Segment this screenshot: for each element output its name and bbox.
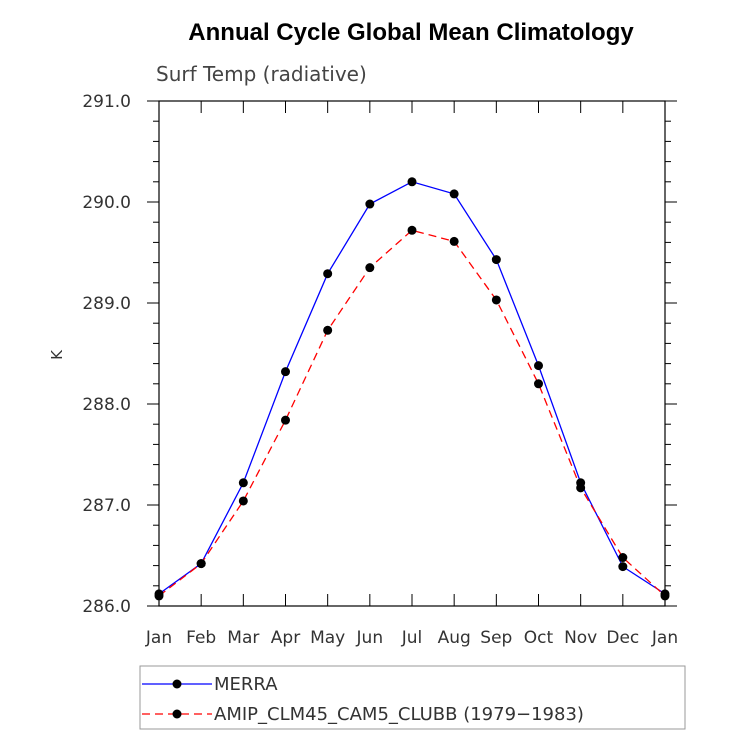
x-tick-label: Jul	[401, 628, 423, 648]
chart-title: Annual Cycle Global Mean Climatology	[188, 19, 634, 46]
data-point-merra	[534, 361, 543, 371]
legend-marker-amip	[172, 709, 182, 719]
legend-box	[139, 665, 686, 730]
x-tick-labels: Jan Feb Mar Apr May Jun Jul Aug Sep Oct Nov Dec Jan	[145, 628, 678, 648]
data-point-amip-clm45-cam5-clubb-1979-1983	[449, 236, 459, 246]
x-tick-label: Jan	[651, 628, 678, 648]
x-tick-label: Sep	[480, 628, 512, 648]
data-point-amip-clm45-cam5-clubb-1979-1983	[618, 553, 628, 563]
y-tick-label: 286.0	[82, 597, 131, 617]
x-tick-label: Nov	[564, 628, 597, 648]
legend-label-merra: MERRA	[214, 674, 278, 695]
x-tick-label: Mar	[227, 628, 259, 648]
y-tick-label: 289.0	[82, 294, 131, 314]
data-point-merra	[491, 255, 501, 265]
x-tick-label: Oct	[524, 628, 554, 648]
data-point-amip-clm45-cam5-clubb-1979-1983	[407, 225, 417, 235]
x-tick-label: Dec	[606, 628, 639, 648]
y-tick-label: 287.0	[82, 496, 131, 516]
data-point-merra	[449, 189, 459, 199]
series-line-merra	[158, 181, 666, 595]
y-tick-label: 290.0	[82, 193, 131, 213]
legend-label-amip: AMIP_CLM45_CAM5_CLUBB (1979−1983)	[214, 704, 584, 725]
x-tick-label: Apr	[271, 628, 300, 648]
data-point-amip-clm45-cam5-clubb-1979-1983	[576, 483, 586, 493]
series-layer	[154, 177, 670, 601]
x-tick-label: May	[310, 628, 345, 648]
data-point-merra	[238, 478, 248, 488]
y-tick-label: 288.0	[82, 395, 131, 415]
data-point-amip-clm45-cam5-clubb-1979-1983	[491, 295, 501, 305]
y-tick-labels: 286.0 287.0 288.0 289.0 290.0 291.0	[82, 92, 131, 617]
data-point-merra	[365, 199, 375, 209]
data-point-amip-clm45-cam5-clubb-1979-1983	[196, 559, 206, 569]
x-tick-label: Aug	[438, 628, 471, 648]
data-point-merra	[281, 367, 290, 377]
data-point-merra	[323, 269, 333, 279]
data-point-merra	[618, 562, 628, 572]
x-tick-label: Jun	[356, 628, 384, 648]
data-point-amip-clm45-cam5-clubb-1979-1983	[238, 496, 248, 506]
chart-subtitle: Surf Temp (radiative)	[156, 62, 367, 86]
data-point-amip-clm45-cam5-clubb-1979-1983	[365, 263, 375, 273]
plot-frame	[158, 100, 666, 607]
legend: MERRA AMIP_CLM45_CAM5_CLUBB (1979−1983)	[139, 665, 686, 730]
data-point-amip-clm45-cam5-clubb-1979-1983	[323, 325, 333, 335]
data-point-amip-clm45-cam5-clubb-1979-1983	[534, 379, 543, 389]
axis-ticks	[147, 100, 677, 607]
series-line-amip-clm45-cam5-clubb-1979-1983	[158, 229, 666, 597]
x-tick-label: Feb	[186, 628, 216, 648]
y-axis-label: K	[48, 349, 66, 360]
y-tick-label: 291.0	[82, 92, 131, 112]
x-tick-label: Jan	[145, 628, 172, 648]
legend-marker-merra	[172, 679, 182, 689]
data-point-amip-clm45-cam5-clubb-1979-1983	[281, 415, 290, 425]
data-point-merra	[407, 177, 417, 187]
